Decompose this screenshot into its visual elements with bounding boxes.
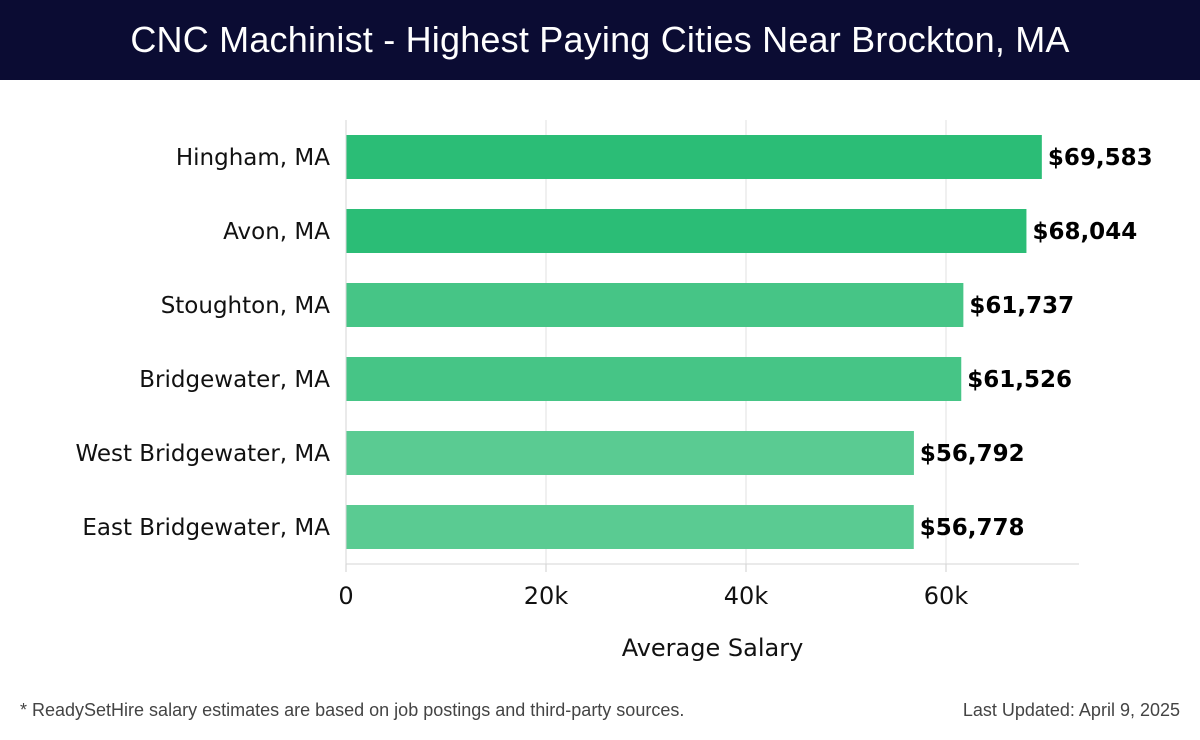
category-label: Avon, MA bbox=[223, 219, 330, 245]
last-updated: Last Updated: April 9, 2025 bbox=[962, 700, 1180, 720]
bar bbox=[346, 357, 962, 401]
category-label: Stoughton, MA bbox=[161, 293, 331, 319]
axes: 0 20k 40k 60k Hingham, MA Avon, MA Stoughton, … bbox=[75, 120, 1079, 610]
category-label: West Bridgewater, MA bbox=[75, 441, 330, 467]
category-label: Hingham, MA bbox=[176, 145, 330, 171]
footer: * ReadySetHire salary estimates are base… bbox=[0, 700, 1200, 726]
x-axis-title: Average Salary bbox=[622, 634, 804, 662]
bar bbox=[346, 505, 914, 549]
x-tick-label: 0 bbox=[338, 582, 353, 610]
bar bbox=[346, 283, 964, 327]
value-label: $61,526 bbox=[967, 367, 1072, 393]
bar bbox=[346, 209, 1027, 253]
chart-header: CNC Machinist - Highest Paying Cities Ne… bbox=[0, 0, 1200, 80]
bars: $69,583 $68,044 $61,737 $61,526 $56,792 $56,7… bbox=[346, 135, 1153, 549]
bar-chart: $69,583 $68,044 $61,737 $61,526 $56,792 $56,7… bbox=[75, 120, 1153, 662]
category-label: East Bridgewater, MA bbox=[82, 515, 330, 541]
value-label: $61,737 bbox=[969, 293, 1074, 319]
value-label: $56,778 bbox=[920, 515, 1025, 541]
value-label: $68,044 bbox=[1032, 219, 1137, 245]
bar bbox=[346, 431, 914, 475]
value-label: $56,792 bbox=[920, 441, 1025, 467]
x-tick-label: 40k bbox=[724, 582, 769, 610]
chart-title: CNC Machinist - Highest Paying Cities Ne… bbox=[130, 19, 1070, 60]
x-tick-label: 20k bbox=[524, 582, 569, 610]
category-label: Bridgewater, MA bbox=[139, 367, 330, 393]
x-tick-label: 60k bbox=[924, 582, 969, 610]
bar bbox=[346, 135, 1042, 179]
value-label: $69,583 bbox=[1048, 145, 1153, 171]
grid-lines bbox=[545, 120, 947, 564]
footnote: * ReadySetHire salary estimates are base… bbox=[20, 700, 685, 720]
